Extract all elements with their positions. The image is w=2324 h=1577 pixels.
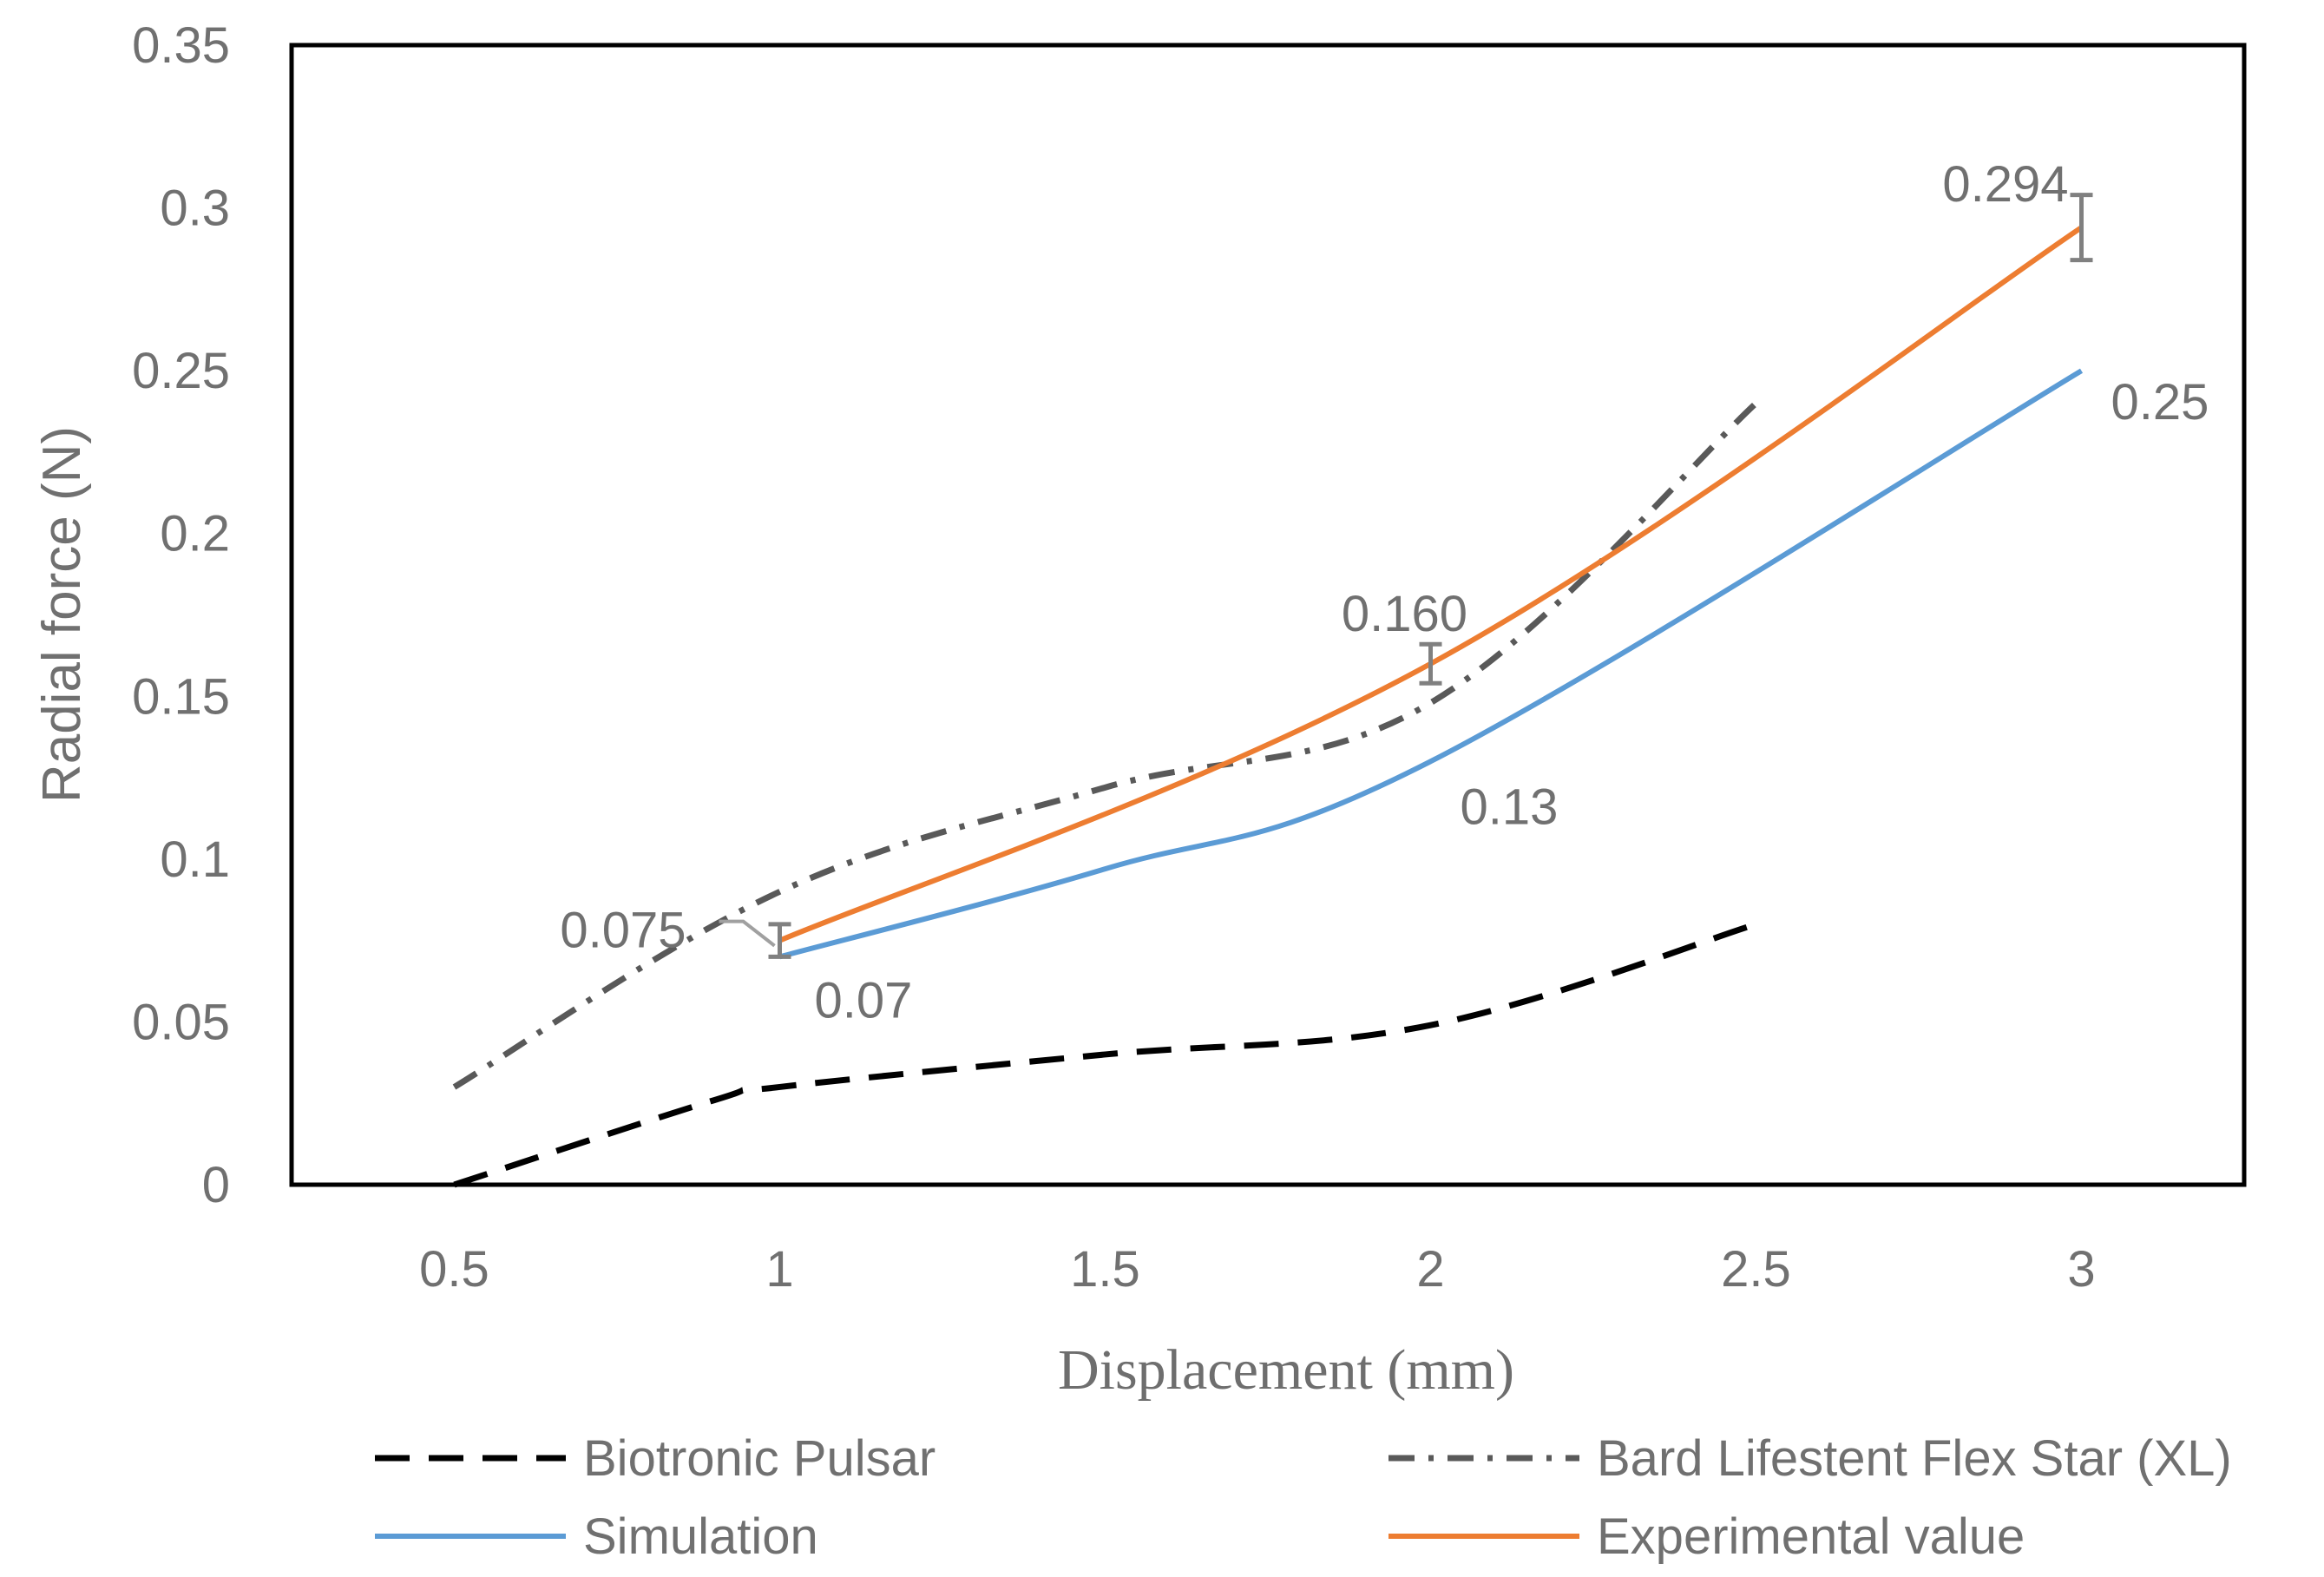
legend-label: Simulation <box>583 1508 818 1565</box>
y-tick-label: 0 <box>202 1157 230 1213</box>
y-tick-label: 0.35 <box>132 17 230 74</box>
plot-area <box>289 43 2247 1187</box>
x-axis-ticks: 0.5 1 1.5 2 2.5 3 <box>419 1241 2095 1298</box>
data-label: 0.07 <box>815 972 913 1028</box>
error-bars <box>768 193 2093 959</box>
plot-frame <box>289 43 2247 1187</box>
y-tick-label: 0.1 <box>160 831 230 888</box>
error-bar <box>2070 193 2093 263</box>
y-tick-label: 0.3 <box>160 181 230 237</box>
legend-item: Bard Lifestent Flex Star (XL) <box>1388 1430 2232 1487</box>
y-tick-label: 0.25 <box>132 343 230 399</box>
series-line-bard-lifestent-flex-star-xl <box>452 401 1758 1090</box>
legend-item: Simulation <box>375 1508 818 1565</box>
y-tick-label: 0.2 <box>160 506 230 562</box>
data-label: 0.13 <box>1461 779 1559 835</box>
error-bar <box>768 922 791 959</box>
data-label: 0.075 <box>560 903 686 959</box>
legend-label: Biotronic Pulsar <box>583 1430 936 1487</box>
data-label: 0.25 <box>2111 374 2209 430</box>
legend-label: Experimental value <box>1597 1508 2025 1565</box>
legend: Biotronic Pulsar Bard Lifestent Flex Star… <box>375 1430 2232 1565</box>
y-tick-label: 0.15 <box>132 668 230 725</box>
x-tick-label: 0.5 <box>419 1241 489 1298</box>
legend-label: Bard Lifestent Flex Star (XL) <box>1597 1430 2232 1487</box>
data-label: 0.294 <box>1942 156 2068 213</box>
series-line-simulation <box>778 368 2084 960</box>
series-line-biotronic-pulsar <box>453 921 1757 1188</box>
x-tick-label: 1 <box>765 1241 793 1298</box>
error-bar <box>1419 641 1442 686</box>
y-axis-label: Radial force (N) <box>32 426 92 803</box>
label-leader-line <box>719 919 776 948</box>
x-axis-label: Displacement (mm) <box>1058 1338 1514 1402</box>
legend-item: Biotronic Pulsar <box>375 1430 936 1487</box>
data-labels: 0.07 0.13 0.25 0.075 0.160 0.294 <box>560 156 2209 1028</box>
data-label: 0.160 <box>1342 586 1467 642</box>
x-tick-label: 3 <box>2067 1241 2095 1298</box>
y-tick-label: 0.05 <box>132 994 230 1050</box>
x-tick-label: 2.5 <box>1721 1241 1791 1298</box>
y-axis-ticks: 0 0.05 0.1 0.15 0.2 0.25 0.3 0.35 <box>132 17 230 1213</box>
legend-item: Experimental value <box>1388 1508 2025 1565</box>
x-tick-label: 1.5 <box>1070 1241 1140 1298</box>
x-tick-label: 2 <box>1416 1241 1444 1298</box>
